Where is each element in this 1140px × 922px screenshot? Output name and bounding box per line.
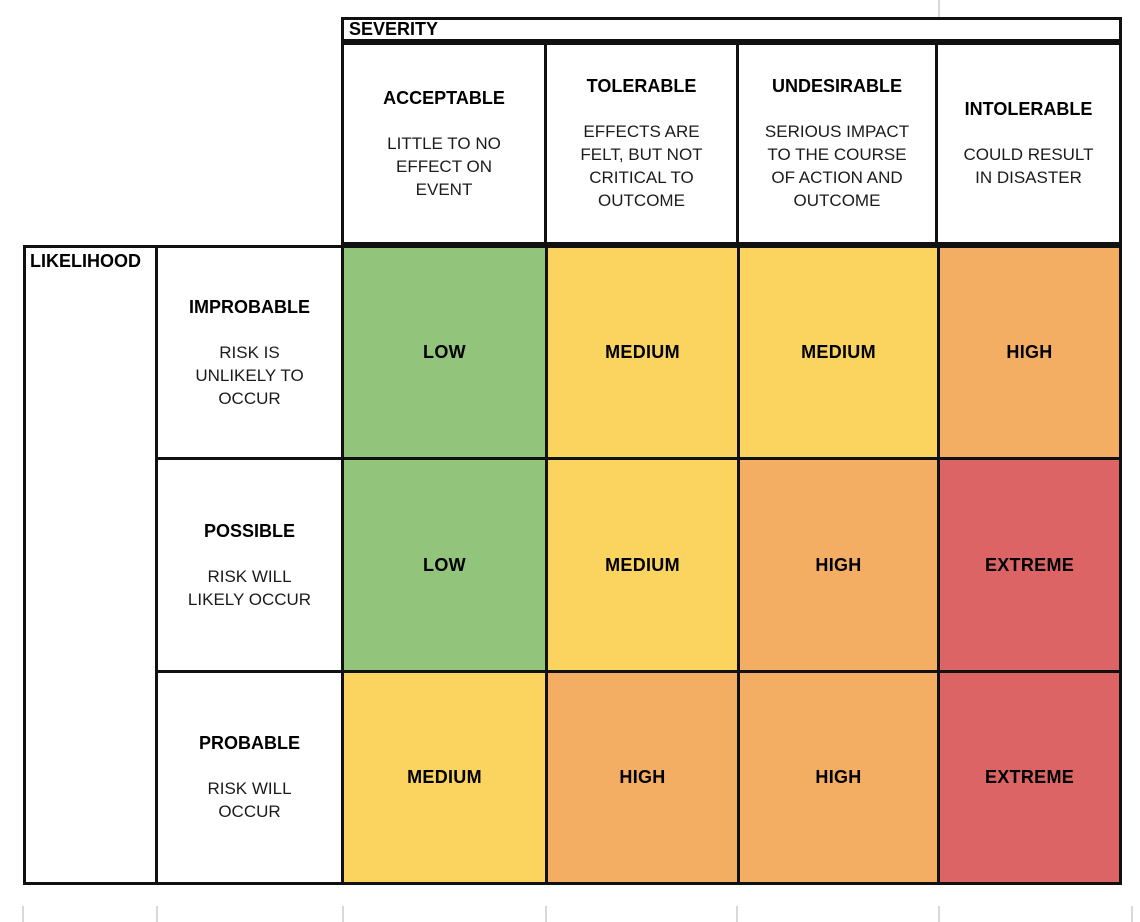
column-title: UNDESIRABLE: [771, 76, 902, 96]
column-header-tolerable: TOLERABLE EFFECTS ARE FELT, BUT NOT CRIT…: [547, 45, 736, 242]
column-title: INTOLERABLE: [964, 99, 1093, 119]
likelihood-axis-label: LIKELIHOOD: [30, 251, 141, 271]
row-description: RISK WILL OCCUR: [207, 779, 292, 821]
column-description: COULD RESULT IN DISASTER: [963, 145, 1094, 187]
risk-matrix-body: LIKELIHOOD IMPROBABLE RISK IS UNLIKELY T…: [23, 245, 1122, 885]
risk-cell-improbable-acceptable: LOW: [344, 248, 545, 457]
gridline-stub: [22, 906, 24, 922]
row-header-improbable: IMPROBABLE RISK IS UNLIKELY TO OCCUR: [158, 248, 341, 457]
risk-cell-probable-tolerable: HIGH: [548, 673, 737, 882]
risk-cell-probable-intolerable: EXTREME: [940, 673, 1119, 882]
severity-axis-label: SEVERITY: [349, 19, 439, 39]
risk-cell-improbable-tolerable: MEDIUM: [548, 248, 737, 457]
row-title: PROBABLE: [198, 733, 300, 753]
risk-cell-probable-acceptable: MEDIUM: [344, 673, 545, 882]
column-description: EFFECTS ARE FELT, BUT NOT CRITICAL TO OU…: [580, 122, 703, 210]
column-header-undesirable: UNDESIRABLE SERIOUS IMPACT TO THE COURSE…: [739, 45, 935, 242]
row-description: RISK WILL LIKELY OCCUR: [187, 566, 312, 609]
column-header-acceptable: ACCEPTABLE LITTLE TO NO EFFECT ON EVENT: [344, 45, 544, 242]
gridline-stub: [938, 906, 940, 922]
row-header-probable: PROBABLE RISK WILL OCCUR: [158, 673, 341, 882]
row-header-possible: POSSIBLE RISK WILL LIKELY OCCUR: [158, 460, 341, 670]
row-title: POSSIBLE: [203, 520, 296, 541]
row-description: RISK IS UNLIKELY TO OCCUR: [195, 342, 304, 408]
gridline-stub: [938, 0, 940, 17]
column-description: SERIOUS IMPACT TO THE COURSE OF ACTION A…: [764, 122, 910, 210]
risk-cell-improbable-undesirable: MEDIUM: [740, 248, 937, 457]
column-header-intolerable: INTOLERABLE COULD RESULT IN DISASTER: [938, 45, 1119, 242]
risk-cell-improbable-intolerable: HIGH: [940, 248, 1119, 457]
gridline-stub: [342, 906, 344, 922]
severity-column-headers: ACCEPTABLE LITTLE TO NO EFFECT ON EVENT …: [341, 42, 1122, 245]
risk-cell-possible-intolerable: EXTREME: [940, 460, 1119, 670]
risk-cell-possible-tolerable: MEDIUM: [548, 460, 737, 670]
severity-axis-header: SEVERITY: [341, 17, 1122, 42]
row-title: IMPROBABLE: [189, 296, 310, 317]
risk-cell-possible-acceptable: LOW: [344, 460, 545, 670]
risk-cell-probable-undesirable: HIGH: [740, 673, 937, 882]
gridline-stub: [1131, 906, 1133, 922]
risk-cell-possible-undesirable: HIGH: [740, 460, 937, 670]
column-title: ACCEPTABLE: [383, 87, 505, 108]
gridline-stub: [156, 906, 158, 922]
likelihood-axis-header: LIKELIHOOD: [26, 248, 155, 882]
gridline-stub: [545, 906, 547, 922]
column-description: LITTLE TO NO EFFECT ON EVENT: [387, 133, 501, 199]
column-title: TOLERABLE: [586, 76, 697, 96]
gridline-stub: [736, 906, 738, 922]
